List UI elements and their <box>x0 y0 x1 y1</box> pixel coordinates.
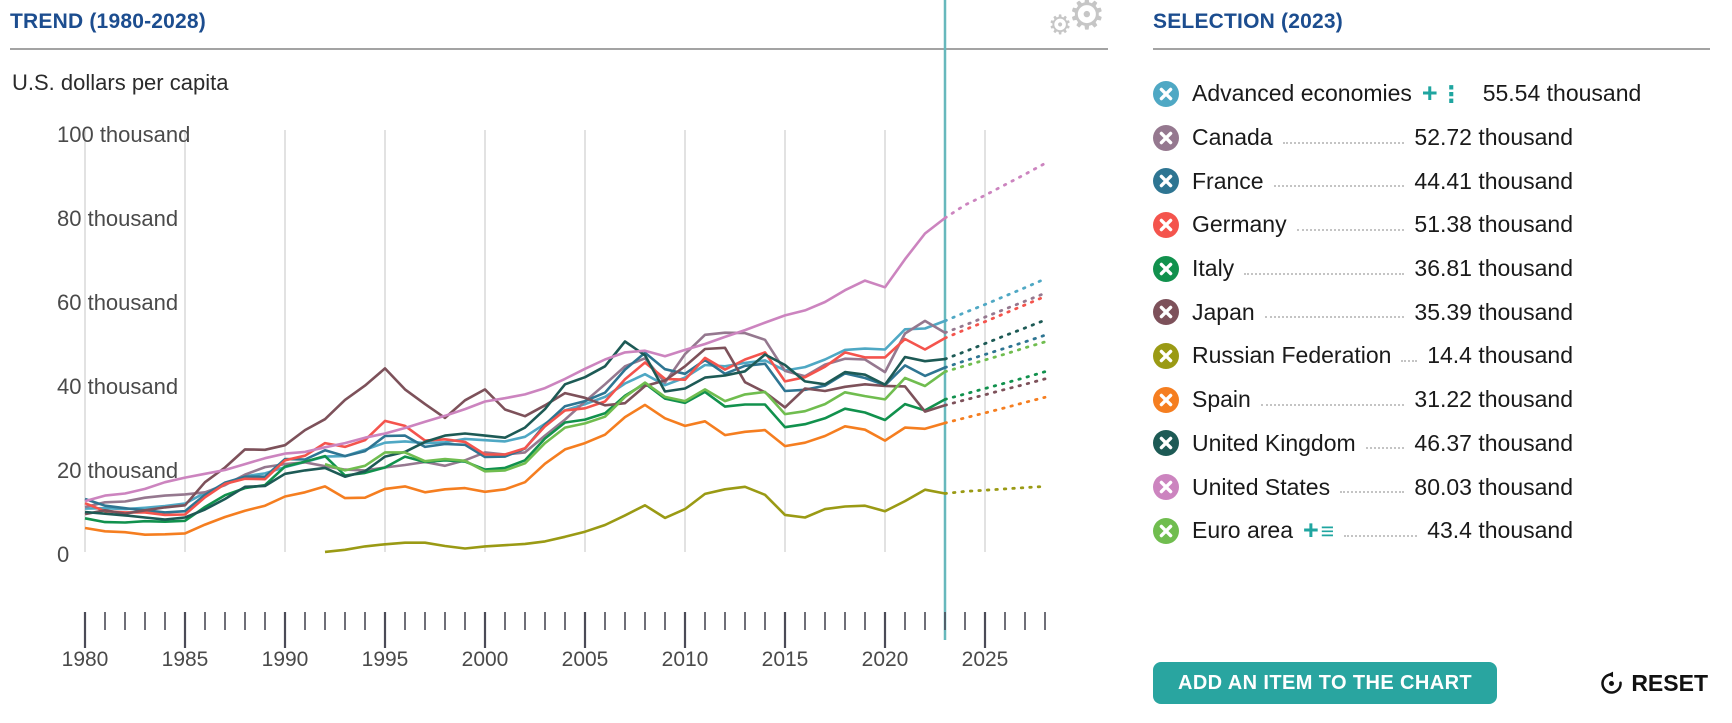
dotted-leader <box>1260 403 1405 406</box>
series-label: Japan <box>1192 298 1255 325</box>
series-value: 35.39 thousand <box>1414 298 1573 325</box>
trend-header-rule <box>10 48 1108 50</box>
series-value: 51.38 thousand <box>1414 211 1573 238</box>
legend-row[interactable]: Germany + 51.38 thousand <box>1153 203 1573 247</box>
series-value: 52.72 thousand <box>1414 124 1573 151</box>
dotted-leader <box>1401 359 1418 362</box>
series-label: Canada <box>1192 124 1273 151</box>
series-label: Germany <box>1192 211 1287 238</box>
svg-text:20 thousand: 20 thousand <box>57 458 178 483</box>
remove-series-icon[interactable] <box>1153 386 1179 413</box>
svg-text:60 thousand: 60 thousand <box>57 290 178 315</box>
remove-series-icon[interactable] <box>1153 168 1179 195</box>
remove-series-icon[interactable] <box>1153 124 1179 151</box>
svg-text:80 thousand: 80 thousand <box>57 206 178 231</box>
dotted-leader <box>1282 141 1405 144</box>
series-label: Spain <box>1192 386 1251 413</box>
selection-panel: SELECTION (2023) Advanced economies +⋮ 5… <box>1153 0 1710 723</box>
legend-list: Advanced economies +⋮ 55.54 thousand Can… <box>1153 72 1641 553</box>
add-breakdown-icon[interactable]: +⋮ <box>1421 78 1463 109</box>
series-value: 43.4 thousand <box>1427 517 1573 544</box>
reset-icon <box>1601 671 1623 694</box>
dotted-leader <box>1264 316 1405 319</box>
svg-text:2020: 2020 <box>862 648 909 671</box>
svg-text:2010: 2010 <box>662 648 709 671</box>
remove-series-icon[interactable] <box>1153 255 1179 282</box>
series-value: 36.81 thousand <box>1414 255 1573 282</box>
remove-series-icon[interactable] <box>1153 430 1179 457</box>
remove-series-icon[interactable] <box>1153 517 1179 544</box>
legend-row[interactable]: United Kingdom + 46.37 thousand <box>1153 422 1573 466</box>
svg-text:0: 0 <box>57 542 69 567</box>
svg-text:100 thousand: 100 thousand <box>57 122 190 147</box>
series-label: Advanced economies <box>1192 80 1412 107</box>
svg-text:1990: 1990 <box>262 648 309 671</box>
reset-label: RESET <box>1631 669 1708 696</box>
dotted-leader <box>1273 185 1405 188</box>
dotted-leader <box>1340 491 1405 494</box>
svg-text:2005: 2005 <box>562 648 609 671</box>
svg-text:1985: 1985 <box>162 648 209 671</box>
legend-row[interactable]: Japan + 35.39 thousand <box>1153 290 1573 334</box>
dotted-leader <box>1344 534 1418 537</box>
dotted-leader <box>1244 272 1405 275</box>
add-item-button[interactable]: ADD AN ITEM TO THE CHART <box>1153 662 1498 704</box>
settings-gear-icon[interactable]: ⚙ ⚙ <box>1048 0 1106 40</box>
remove-series-icon[interactable] <box>1153 474 1179 501</box>
series-label: France <box>1192 167 1264 194</box>
selection-title: SELECTION (2023) <box>1153 10 1343 33</box>
svg-text:2025: 2025 <box>962 648 1009 671</box>
legend-row[interactable]: Russian Federation + 14.4 thousand <box>1153 334 1573 378</box>
legend-row[interactable]: France + 44.41 thousand <box>1153 159 1573 203</box>
legend-row[interactable]: Canada + 52.72 thousand <box>1153 116 1573 160</box>
trend-line-chart[interactable]: 0 20 thousand 40 thousand 60 thousand 80 tho… <box>0 0 1123 723</box>
trend-title: TREND (1980-2028) <box>10 10 206 33</box>
selection-header-rule <box>1153 48 1710 50</box>
series-value: 55.54 thousand <box>1482 80 1642 107</box>
remove-series-icon[interactable] <box>1153 80 1179 107</box>
remove-series-icon[interactable] <box>1153 299 1179 326</box>
series-label: United Kingdom <box>1192 429 1356 456</box>
series-value: 44.41 thousand <box>1414 167 1573 194</box>
series-label: United States <box>1192 473 1331 500</box>
legend-row[interactable]: United States + 80.03 thousand <box>1153 465 1573 509</box>
svg-text:2000: 2000 <box>462 648 509 671</box>
svg-text:2015: 2015 <box>762 648 809 671</box>
add-breakdown-icon[interactable]: +≡ <box>1303 515 1335 546</box>
series-label: Euro area <box>1192 517 1294 544</box>
series-value: 14.4 thousand <box>1427 342 1573 369</box>
series-value: 31.22 thousand <box>1414 386 1573 413</box>
remove-series-icon[interactable] <box>1153 211 1179 238</box>
y-axis-unit-label: U.S. dollars per capita <box>12 70 229 95</box>
svg-text:1995: 1995 <box>362 648 409 671</box>
remove-series-icon[interactable] <box>1153 342 1179 369</box>
legend-row[interactable]: Spain + 31.22 thousand <box>1153 378 1573 422</box>
series-label: Russian Federation <box>1192 342 1392 369</box>
svg-text:1980: 1980 <box>62 648 109 671</box>
legend-row[interactable]: Advanced economies +⋮ 55.54 thousand <box>1153 72 1641 116</box>
legend-row[interactable]: Euro area +≡ 43.4 thousand <box>1153 509 1573 553</box>
reset-button[interactable]: RESET <box>1599 670 1708 697</box>
trend-chart-section: TREND (1980-2028) U.S. dollars per capit… <box>0 0 1123 723</box>
dotted-leader <box>1365 447 1405 450</box>
series-label: Italy <box>1192 255 1235 282</box>
dotted-leader <box>1296 228 1405 231</box>
series-value: 46.37 thousand <box>1414 429 1573 456</box>
series-value: 80.03 thousand <box>1414 473 1573 500</box>
panel-controls: ADD AN ITEM TO THE CHART RESET <box>1153 662 1710 704</box>
legend-row[interactable]: Italy + 36.81 thousand <box>1153 247 1573 291</box>
svg-text:40 thousand: 40 thousand <box>57 374 178 399</box>
